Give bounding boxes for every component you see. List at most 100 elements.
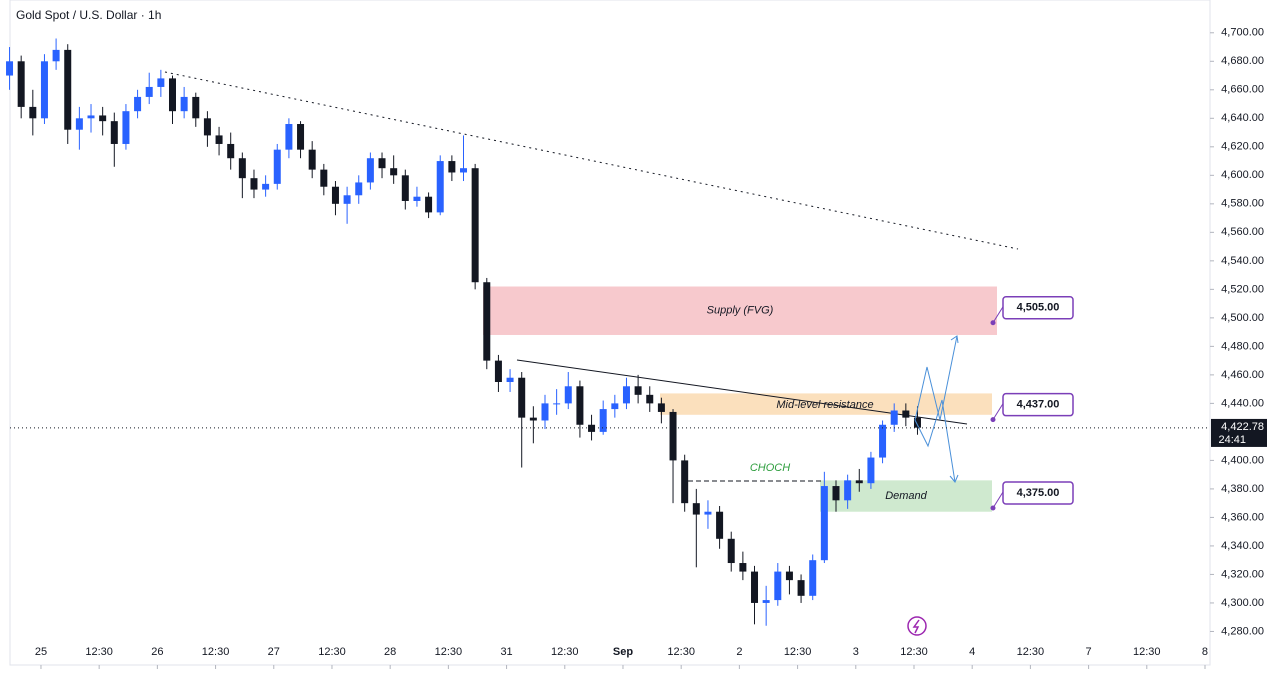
candle-body: [145, 86, 153, 97]
x-tick-label: 2: [736, 646, 742, 658]
candle-body: [425, 196, 433, 213]
candle-body: [460, 168, 468, 173]
x-tick-label: 12:30: [784, 646, 812, 658]
candle-body: [203, 118, 211, 136]
y-tick-label: 4,640.00: [1221, 112, 1264, 124]
candle-body: [553, 403, 561, 405]
candle-body: [588, 424, 596, 432]
candle-body: [378, 158, 386, 169]
trendline: [164, 71, 1019, 250]
candle-body: [657, 403, 665, 412]
lightning-icon[interactable]: [907, 616, 927, 636]
zone-label: Mid-level resistance: [776, 399, 873, 411]
candle-body: [727, 538, 735, 564]
candle-body: [751, 571, 759, 603]
candle-body: [168, 78, 176, 112]
x-tick-label: 12:30: [900, 646, 928, 658]
y-tick-label: 4,320.00: [1221, 568, 1264, 580]
candle-body: [611, 403, 619, 410]
choch-label: CHOCH: [750, 462, 790, 474]
candle-body: [739, 563, 747, 572]
zone-label: Demand: [885, 490, 927, 502]
zone-label: Supply (FVG): [707, 305, 774, 317]
candle-body: [99, 115, 107, 122]
candle-body: [774, 571, 782, 601]
candle-body: [564, 386, 572, 404]
candle-body: [40, 61, 48, 119]
candle-body: [855, 480, 863, 484]
candle-body: [529, 417, 537, 421]
y-tick-label: 4,280.00: [1221, 625, 1264, 637]
y-tick-label: 4,460.00: [1221, 369, 1264, 381]
y-tick-label: 4,360.00: [1221, 511, 1264, 523]
x-tick-label: 12:30: [667, 646, 695, 658]
y-tick-label: 4,400.00: [1221, 454, 1264, 466]
candle-body: [6, 61, 14, 76]
candle-body: [867, 457, 875, 484]
candle-body: [820, 486, 828, 561]
candle-body: [64, 49, 72, 130]
candle-body: [250, 178, 258, 190]
candle-body: [110, 121, 118, 144]
candle-body: [879, 424, 887, 458]
candle-body: [238, 158, 246, 179]
y-tick-label: 4,660.00: [1221, 84, 1264, 96]
candle-body: [17, 61, 25, 107]
candle-body: [355, 182, 363, 196]
last-price-label: 4,422.78: [1221, 421, 1264, 433]
callout-dot: [990, 505, 996, 511]
candle-body: [297, 124, 305, 150]
candle-body: [902, 410, 910, 418]
x-tick-label: 12:30: [318, 646, 346, 658]
candle-body: [320, 169, 328, 187]
y-tick-label: 4,300.00: [1221, 597, 1264, 609]
x-tick-label: 12:30: [85, 646, 113, 658]
x-tick-label: 12:30: [202, 646, 230, 658]
y-tick-label: 4,480.00: [1221, 340, 1264, 352]
last-price-tag: [1211, 418, 1267, 447]
candle-body: [390, 168, 398, 176]
candle-body: [448, 161, 456, 173]
candle-body: [192, 96, 200, 119]
candle-body: [215, 135, 223, 144]
candle-body: [716, 511, 724, 539]
countdown: 24:41: [1218, 434, 1246, 446]
candle-body: [52, 49, 60, 62]
candle-body: [308, 149, 316, 170]
arrow-head: [950, 335, 959, 344]
candle-body: [262, 183, 270, 190]
callout-box: [1002, 295, 1074, 320]
candle-body: [285, 124, 293, 150]
candle-body: [704, 511, 712, 515]
callout-label: 4,437.00: [1017, 399, 1060, 411]
candle-body: [913, 417, 921, 428]
y-tick-label: 4,340.00: [1221, 540, 1264, 552]
candle-body: [832, 486, 840, 501]
x-tick-label: 12:30: [551, 646, 579, 658]
candle-body: [331, 186, 339, 204]
x-tick-label: 7: [1086, 646, 1092, 658]
candle-body: [227, 143, 235, 159]
x-tick-label: 8: [1202, 646, 1208, 658]
y-tick-label: 4,620.00: [1221, 141, 1264, 153]
x-tick-label: 3: [853, 646, 859, 658]
candle-body: [692, 503, 700, 515]
callout-box: [1002, 481, 1074, 505]
x-tick-label: Sep: [613, 646, 633, 658]
candle-body: [844, 480, 852, 501]
callout-dot: [990, 417, 996, 423]
callout-label: 4,375.00: [1017, 487, 1060, 499]
x-tick-label: 28: [384, 646, 396, 658]
chart-title: Gold Spot / U.S. Dollar · 1h: [16, 8, 161, 22]
x-tick-label: 31: [500, 646, 512, 658]
x-tick-label: 12:30: [1017, 646, 1045, 658]
candle-body: [343, 195, 351, 204]
candle-body: [413, 196, 421, 201]
candle-body: [122, 111, 130, 144]
y-tick-label: 4,380.00: [1221, 483, 1264, 495]
y-tick-label: 4,520.00: [1221, 283, 1264, 295]
candle-body: [541, 403, 549, 421]
candle-body: [599, 409, 607, 432]
arrow-head: [949, 474, 959, 483]
